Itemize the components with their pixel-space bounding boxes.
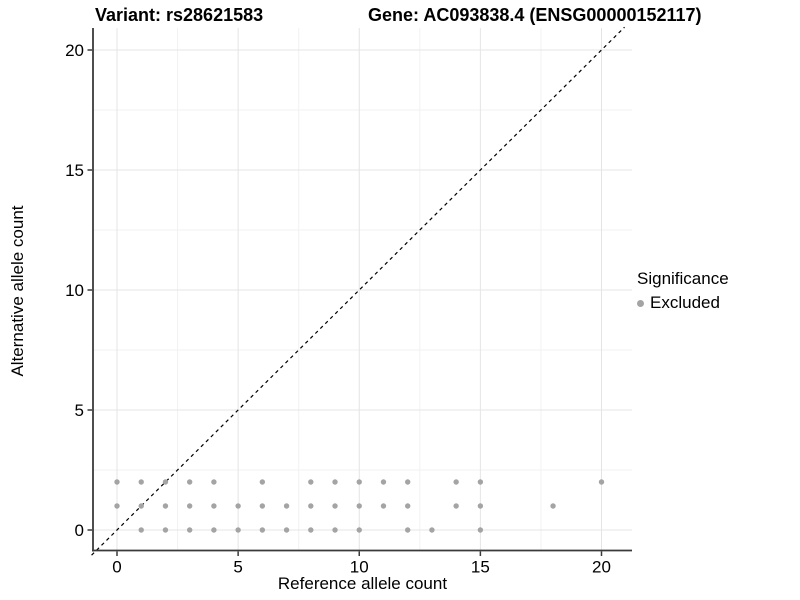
data-point [235,527,241,533]
y-axis-label: Alternative allele count [8,205,27,377]
data-point [162,503,169,509]
axis-lines [92,28,632,552]
x-tick-label: 5 [233,558,242,577]
data-point [598,479,605,485]
data-point [405,503,411,509]
data-point [453,479,459,485]
plot-title-gene: Gene: AC093838.4 (ENSG00000152117) [368,5,702,25]
data-point [162,527,169,533]
data-point [186,527,193,533]
y-tick-label: 10 [65,281,84,300]
y-tick-label: 15 [65,161,84,180]
data-point [453,503,459,509]
legend-item-label: Excluded [650,293,720,312]
data-points [114,479,605,533]
legend-item-excluded: Excluded [637,293,729,313]
data-point [380,479,387,485]
data-point [477,503,484,509]
data-point [186,479,193,485]
x-tick-label: 20 [592,558,611,577]
data-point [405,527,411,533]
identity-line [91,26,625,556]
data-point [356,527,362,533]
data-point [405,479,411,485]
plot-title-variant: Variant: rs28621583 [95,5,264,25]
data-point [477,479,484,485]
data-point [259,527,266,533]
data-point [429,527,435,533]
legend-swatch-excluded [637,299,644,307]
data-point [332,503,338,509]
data-point [211,503,217,509]
data-point [259,479,266,485]
data-point [114,503,120,509]
minor-gridlines [93,28,632,551]
data-point [356,479,362,485]
data-point [211,479,217,485]
data-point [162,479,169,485]
data-point [211,527,217,533]
data-point [186,503,193,509]
data-point [138,479,144,485]
data-point [550,503,556,509]
x-axis-label: Reference allele count [277,574,448,593]
data-point [283,503,290,509]
identity-line [91,26,625,556]
data-point [138,503,144,509]
data-point [259,503,266,509]
y-tick-label: 5 [75,401,84,420]
legend: Significance Excluded [637,269,729,313]
data-point [477,527,484,533]
data-point [308,479,314,485]
y-tick-label: 0 [75,521,84,540]
data-point [138,527,144,533]
x-tick-label: 10 [350,558,369,577]
data-point [235,503,241,509]
x-tick-label: 15 [471,558,490,577]
data-point [380,503,387,509]
data-point [114,479,120,485]
data-point [332,527,338,533]
legend-title: Significance [637,269,729,288]
x-tick-label: 0 [112,558,121,577]
major-gridlines [93,28,632,551]
data-point [332,479,338,485]
tick-marks [87,49,603,556]
tick-labels: 0 5 10 15 20 0 5 10 15 20 [65,41,611,577]
data-point [283,527,290,533]
data-point [308,527,314,533]
y-tick-label: 20 [65,41,84,60]
data-point [356,503,362,509]
data-point [308,503,314,509]
